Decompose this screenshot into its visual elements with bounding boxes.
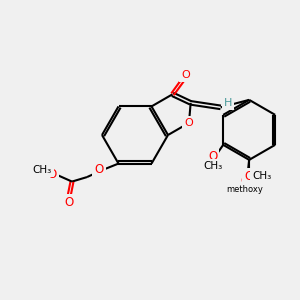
Text: methoxy: methoxy [226,185,263,194]
Text: H: H [224,98,232,108]
Text: O: O [240,176,249,186]
Text: O: O [184,118,194,128]
Text: CH₃: CH₃ [252,171,272,182]
Text: O: O [64,196,74,209]
Text: CH₃: CH₃ [32,165,52,175]
Text: O: O [244,170,254,183]
Text: O: O [94,163,103,176]
Text: CH₃: CH₃ [203,161,222,171]
Text: O: O [208,150,217,163]
Text: O: O [48,168,57,181]
Text: O: O [182,70,190,80]
